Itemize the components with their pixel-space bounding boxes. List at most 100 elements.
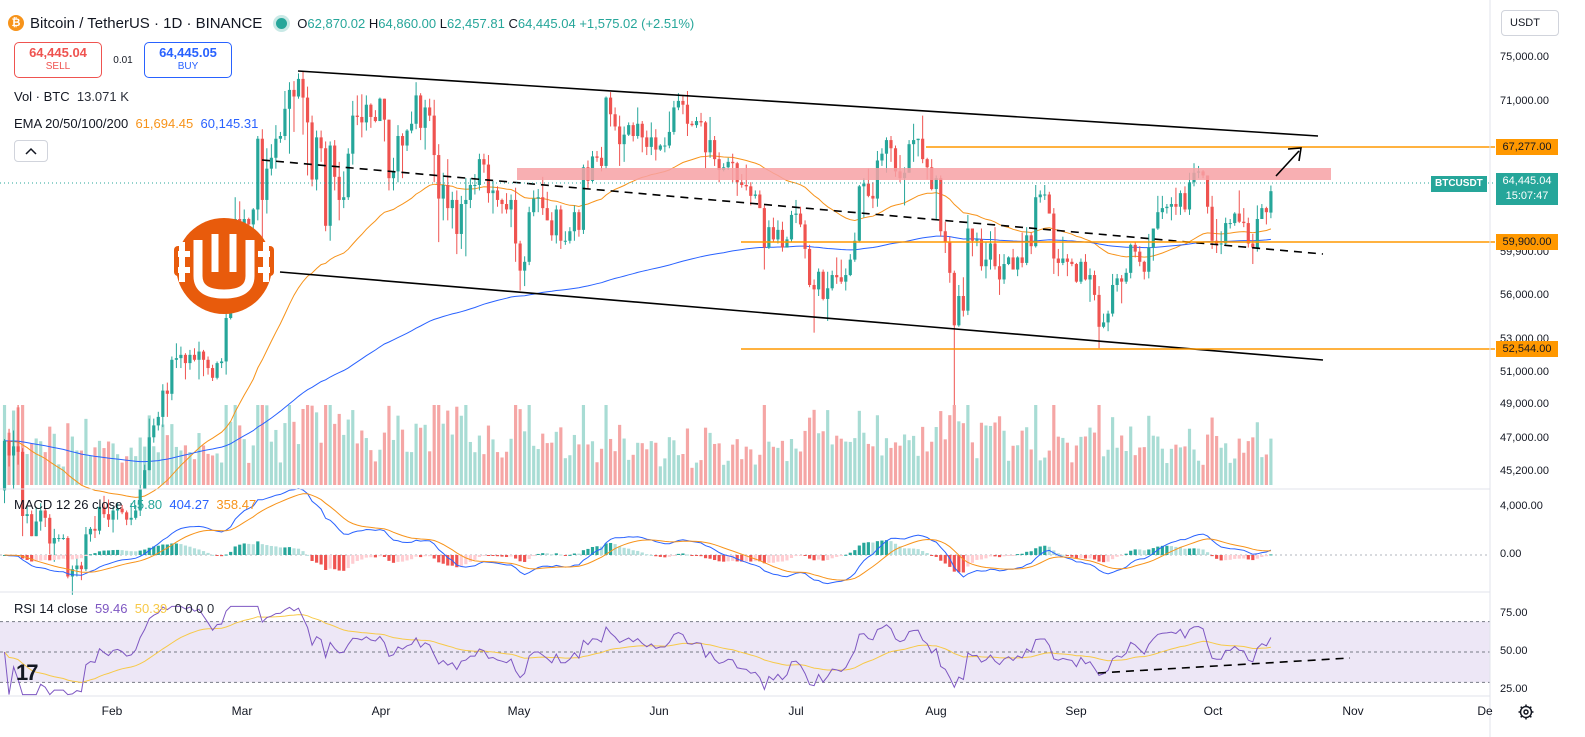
macd-histogram-bar: [631, 550, 635, 555]
volume-bar: [197, 433, 201, 485]
volume-bar: [722, 464, 726, 485]
volume-bar: [631, 454, 635, 485]
volume-bar: [1088, 427, 1092, 485]
macd-histogram-bar: [120, 550, 124, 555]
macd-histogram-bar: [1056, 553, 1060, 555]
candle-body: [550, 220, 554, 236]
candle-body: [1083, 261, 1088, 280]
volume-bar: [776, 447, 780, 485]
candle-body: [1228, 223, 1232, 225]
volume-bar: [364, 438, 368, 485]
macd-histogram-bar: [111, 550, 115, 555]
collapse-legend-button[interactable]: [14, 140, 48, 162]
candle-body: [337, 176, 341, 200]
volume-bar: [500, 457, 504, 485]
candle-body: [884, 140, 889, 154]
macd-histogram-bar: [1260, 555, 1264, 558]
macd-histogram-bar: [916, 549, 920, 555]
gear-icon[interactable]: [1517, 703, 1535, 721]
volume-bar: [1201, 464, 1205, 485]
candle-body: [636, 123, 640, 137]
volume-bar: [1133, 455, 1137, 485]
macd-histogram-bar: [201, 551, 206, 555]
candle-body: [2, 440, 7, 491]
macd-histogram-bar: [663, 555, 667, 558]
macd-histogram-bar: [717, 555, 721, 562]
macd-histogram-bar: [1169, 546, 1173, 555]
rsi-legend[interactable]: RSI 14 close 59.46 50.39 0 0 0 0: [14, 601, 215, 616]
macd-histogram-bar: [143, 549, 147, 555]
volume-bar: [152, 446, 156, 485]
macd-histogram-bar: [305, 554, 310, 556]
volume-bar: [857, 410, 861, 485]
candle-body: [749, 186, 753, 196]
macd-legend[interactable]: MACD 12 26 close 45.80 404.27 358.47: [14, 497, 257, 512]
volume-bar: [586, 444, 590, 485]
candle-body: [477, 159, 481, 185]
volume-bar: [414, 423, 418, 485]
macd-histogram-bar: [952, 555, 956, 572]
volume-bar: [156, 452, 160, 485]
macd-histogram-bar: [319, 555, 323, 565]
candle-body: [798, 213, 803, 225]
macd-histogram-bar: [1219, 555, 1223, 561]
macd-histogram-bar: [703, 555, 708, 559]
volume-bar: [1065, 442, 1069, 485]
macd-histogram-bar: [125, 550, 129, 555]
macd-histogram-bar: [1178, 547, 1183, 555]
candle-body: [355, 115, 359, 117]
macd-histogram-bar: [30, 555, 34, 562]
candle-body: [400, 136, 405, 146]
volume-bar: [1074, 445, 1079, 485]
candle-body: [201, 351, 206, 360]
volume-bar: [1056, 436, 1060, 485]
candle-body: [391, 171, 396, 179]
volume-bar: [324, 405, 328, 485]
macd-histogram-bar: [681, 553, 685, 555]
sell-button[interactable]: 64,445.04 SELL: [14, 42, 102, 78]
macd-histogram-bar: [1133, 549, 1137, 555]
candle-body: [84, 534, 88, 570]
macd-histogram-bar: [744, 555, 748, 562]
macd-histogram-bar: [165, 544, 169, 555]
macd-histogram-bar: [541, 553, 545, 555]
volume-bar: [988, 425, 993, 485]
volume-bar: [509, 438, 513, 485]
candle-body: [713, 140, 717, 160]
volume-bar: [794, 448, 798, 485]
volume-bar: [640, 443, 644, 485]
candle-body: [455, 199, 459, 234]
macd-histogram-bar: [464, 555, 468, 565]
candle-body: [509, 199, 513, 210]
macd-histogram-bar: [43, 555, 47, 561]
time-axis-label: Nov: [1342, 704, 1364, 718]
candle-body: [102, 506, 106, 515]
candle-body: [170, 359, 174, 394]
price-axis-label: 71,000.00: [1500, 95, 1549, 107]
candle-body: [685, 104, 690, 124]
candle-body: [767, 227, 771, 248]
macd-histogram-bar: [545, 553, 549, 555]
currency-selector[interactable]: USDT: [1501, 10, 1559, 36]
volume-bar: [939, 411, 943, 485]
macd-histogram-bar: [1120, 555, 1124, 556]
rsi-axis-label: 25.00: [1500, 683, 1528, 695]
symbol-title[interactable]: Bitcoin / TetherUS · 1D · BINANCE: [30, 14, 263, 32]
buy-button[interactable]: 64,445.05 BUY: [144, 42, 232, 78]
candle-body: [717, 159, 721, 171]
macd-histogram-bar: [826, 555, 830, 561]
candle-body: [1224, 223, 1228, 244]
macd-histogram-bar: [504, 555, 509, 558]
volume-bar: [305, 405, 310, 485]
candle-body: [206, 359, 210, 369]
candle-body: [1124, 272, 1128, 282]
volume-bar: [627, 459, 631, 485]
macd-histogram-bar: [1269, 554, 1273, 556]
ema-legend[interactable]: EMA 20/50/100/200 61,694.45 60,145.31: [14, 116, 259, 131]
candle-body: [441, 184, 445, 199]
volume-legend[interactable]: Vol · BTC 13.071 K: [14, 89, 129, 104]
macd-histogram-bar: [649, 554, 653, 556]
candle-body: [1047, 194, 1051, 214]
candle-body: [599, 157, 604, 166]
